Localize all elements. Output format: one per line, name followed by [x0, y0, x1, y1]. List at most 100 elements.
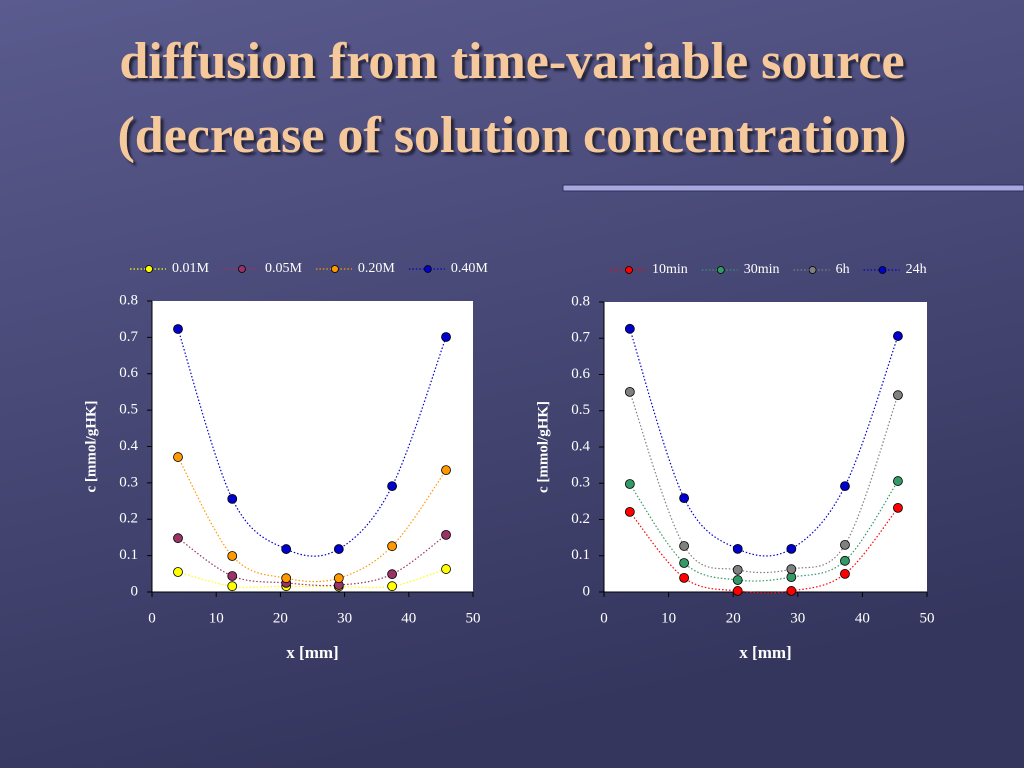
data-point: [840, 555, 850, 566]
legend-label: 30min: [744, 262, 780, 277]
legend-label: 24h: [906, 262, 927, 277]
trend-line: [629, 480, 899, 582]
data-point: [732, 586, 743, 596]
x-tick-label: 40: [401, 610, 416, 626]
data-point: [732, 564, 743, 575]
data-point: [624, 479, 635, 489]
data-point: [624, 323, 635, 334]
x-tick-label: 10: [661, 610, 676, 626]
legend-marker: [808, 266, 817, 274]
data-point: [387, 581, 398, 592]
data-point: [679, 541, 690, 551]
y-tick-label: 0.1: [571, 547, 590, 563]
legend-marker: [625, 266, 633, 274]
legend-label: 10min: [652, 262, 688, 277]
y-tick-label: 0.7: [119, 329, 138, 345]
data-point: [281, 544, 292, 554]
data-point: [840, 481, 850, 492]
data-point: [893, 390, 903, 401]
legend-label: 0.01M: [172, 261, 210, 276]
title-rule: [562, 184, 1024, 192]
data-point: [893, 476, 903, 486]
legend-marker: [331, 265, 339, 273]
data-point: [441, 332, 451, 342]
legend-marker: [145, 265, 153, 273]
data-point: [227, 493, 238, 504]
data-point: [679, 493, 690, 504]
data-point: [624, 386, 635, 397]
x-tick-label: 0: [600, 610, 608, 626]
y-tick-label: 0.4: [571, 438, 590, 454]
y-tick-label: 0.6: [119, 365, 138, 381]
y-tick-label: 0.5: [571, 402, 590, 418]
title-line: diffusion from time-variable source: [119, 33, 904, 90]
x-tick-label: 40: [855, 610, 870, 626]
data-point: [441, 529, 451, 540]
y-tick-label: 0: [583, 583, 591, 599]
x-axis-label: x [mm]: [739, 643, 791, 662]
trend-line: [177, 534, 447, 587]
data-point: [227, 551, 238, 561]
x-tick-label: 20: [726, 610, 741, 626]
plot-area: [604, 302, 927, 592]
y-tick-label: 0.2: [119, 511, 138, 527]
data-point: [387, 481, 398, 492]
x-tick-label: 30: [337, 610, 352, 626]
trend-line: [629, 391, 899, 574]
legend-label: 6h: [836, 262, 850, 277]
y-tick-label: 0.1: [119, 547, 138, 563]
y-tick-label: 0.2: [571, 511, 590, 527]
data-point: [281, 573, 292, 584]
data-point: [173, 533, 183, 544]
data-point: [893, 331, 903, 341]
x-axis-label: x [mm]: [286, 643, 338, 662]
data-point: [732, 575, 743, 585]
legend-marker: [716, 266, 725, 274]
x-tick-label: 30: [790, 610, 805, 626]
data-point: [441, 564, 451, 574]
data-point: [786, 543, 797, 554]
trend-line: [177, 328, 447, 557]
legend-label: 0.40M: [451, 261, 489, 276]
data-point: [227, 571, 238, 581]
data-point: [333, 573, 344, 584]
y-tick-label: 0: [131, 583, 139, 599]
data-point: [173, 567, 183, 577]
trend-line: [629, 507, 899, 594]
x-tick-label: 50: [920, 610, 935, 626]
plot-area: [152, 301, 473, 592]
y-tick-label: 0.7: [571, 330, 590, 346]
data-point: [387, 541, 398, 552]
data-point: [732, 543, 743, 554]
data-point: [679, 558, 690, 568]
y-tick-label: 0.8: [119, 292, 138, 308]
y-tick-label: 0.3: [571, 475, 590, 491]
data-point: [173, 324, 183, 334]
legend-marker: [878, 266, 887, 274]
data-point: [786, 564, 797, 575]
data-point: [173, 452, 183, 462]
x-tick-label: 10: [209, 610, 224, 626]
y-tick-label: 0.3: [119, 474, 138, 490]
data-point: [786, 586, 797, 596]
legend-marker: [423, 265, 432, 273]
data-point: [333, 544, 344, 554]
x-tick-label: 50: [466, 610, 481, 626]
data-point: [624, 506, 635, 517]
data-point: [840, 568, 850, 579]
x-tick-label: 20: [273, 610, 288, 626]
y-tick-label: 0.4: [119, 438, 138, 454]
x-tick-label: 0: [148, 610, 156, 626]
y-axis-label: c [mmol/gHK]: [83, 400, 99, 492]
legend-label: 0.05M: [265, 261, 303, 276]
y-tick-label: 0.8: [571, 293, 590, 309]
data-point: [679, 572, 690, 583]
data-point: [441, 465, 451, 476]
legend-marker: [238, 265, 246, 273]
y-axis-label: c [mmol/gHK]: [535, 401, 551, 493]
data-point: [840, 539, 850, 550]
legend-label: 0.20M: [358, 261, 396, 276]
data-point: [387, 569, 398, 580]
trend-line: [177, 456, 447, 583]
